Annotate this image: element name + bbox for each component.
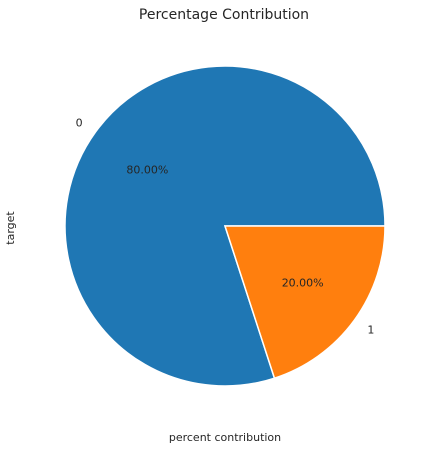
chart-title: Percentage Contribution [139, 7, 309, 23]
pie-percent-label-0: 80.00% [126, 164, 168, 177]
pie-slice-1 [223, 225, 386, 380]
pie-percent-label-1: 20.00% [282, 276, 324, 289]
pie-category-label-0: 0 [76, 117, 83, 130]
y-axis-label: target [4, 211, 17, 245]
pie-slices [64, 65, 386, 387]
pie-category-label-1: 1 [367, 323, 374, 336]
x-axis-label: percent contribution [169, 431, 281, 444]
pie-labels: 0 80.00% 1 20.00% [76, 117, 375, 337]
